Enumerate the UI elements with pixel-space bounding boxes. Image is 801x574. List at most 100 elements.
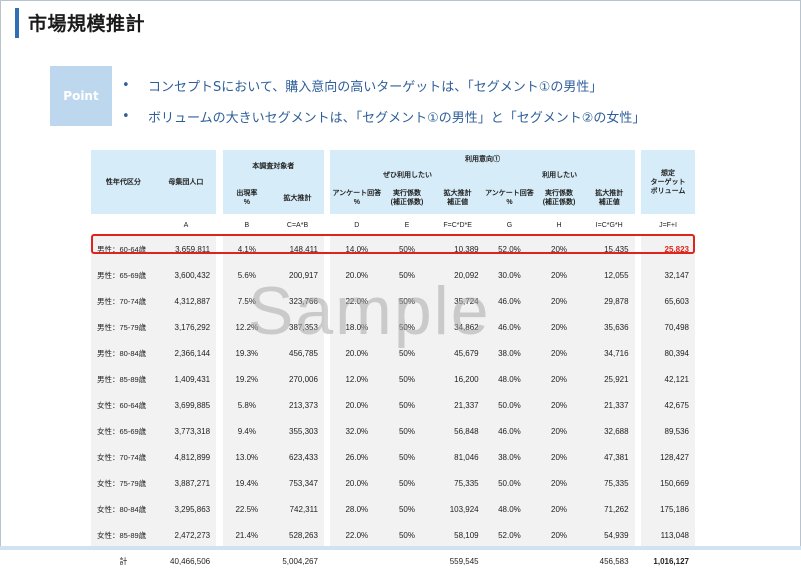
segment-cell: 女性：65-69歳: [91, 418, 156, 444]
table-row: 男性：70-74歳 4,312,887 7.5% 323,766 22.0% 50% 35,…: [91, 288, 695, 314]
value-cell-d: 18.0%: [330, 314, 384, 340]
value-cell-i: 32,688: [583, 418, 635, 444]
separator-cell: [216, 522, 223, 548]
value-cell-g: 46.0%: [484, 314, 535, 340]
value-cell-h: 20%: [534, 496, 584, 522]
value-cell-d: 22.0%: [330, 522, 384, 548]
separator-cell: [323, 444, 331, 470]
value-cell-e: 50%: [383, 340, 431, 366]
value-cell-e: 50%: [383, 470, 431, 496]
header-exec-coef-e: 実行係数 (補正係数): [383, 182, 431, 214]
table-body: A B C=A*B D E F=C*D*E G H I=C*G*H J=F+I …: [91, 214, 695, 574]
value-cell-g: 48.0%: [484, 496, 535, 522]
value-cell-g: 30.0%: [484, 262, 535, 288]
point-text: コンセプトSにおいて、購入意向の高いターゲットは、「セグメント①の男性」: [148, 80, 603, 95]
value-cell-d: 20.0%: [330, 470, 384, 496]
table-row: 男性：65-69歳 3,600,432 5.6% 200,917 20.0% 50% 20,…: [91, 262, 695, 288]
value-cell-b: 19.4%: [222, 470, 272, 496]
value-cell-i: 15,435: [583, 236, 635, 262]
table-row: 男性：80-84歳 2,366,144 19.3% 456,785 20.0% 50% 45…: [91, 340, 695, 366]
segment-cell: 男性：70-74歳: [91, 288, 156, 314]
value-cell-d: 20.0%: [330, 392, 384, 418]
bullet-icon: •: [122, 78, 130, 93]
value-cell-f: 56,848: [430, 418, 485, 444]
header-use: 利用したい: [484, 168, 635, 182]
value-cell-b: 19.2%: [222, 366, 272, 392]
segment-cell: 女性：85-89歳: [91, 522, 156, 548]
value-cell-j: 80,394: [641, 340, 695, 366]
value-cell-g: 38.0%: [484, 444, 535, 470]
header-expanded: 拡大推計: [271, 182, 324, 214]
value-cell-j: 65,603: [641, 288, 695, 314]
value-cell-d: 22.0%: [330, 288, 384, 314]
segment-cell: 男性：60-64歳: [91, 236, 156, 262]
separator-cell: [216, 340, 223, 366]
separator-cell: [323, 214, 331, 236]
market-size-table: 性年代区分 母集団人口 本調査対象者 利用意向① 想定 ターゲット ボリューム …: [91, 150, 695, 574]
value-cell-h: 20%: [534, 444, 584, 470]
formula-cell: F=C*D*E: [430, 214, 485, 236]
separator-cell: [634, 262, 642, 288]
header-line: (補正係数): [390, 199, 424, 206]
value-cell-c: 456,785: [271, 340, 324, 366]
value-cell-b: 22.5%: [222, 496, 272, 522]
total-empty-cell: [222, 548, 272, 574]
value-cell-g: 46.0%: [484, 418, 535, 444]
header-exp-corrected-f: 拡大推計 補正値: [430, 182, 485, 214]
total-cell-a: 40,466,506: [155, 548, 217, 574]
value-cell-j: 150,669: [641, 470, 695, 496]
header-line: %: [243, 199, 250, 206]
separator-cell: [634, 496, 642, 522]
header-definitely: ぜひ利用したい: [330, 168, 485, 182]
separator-cell: [634, 418, 642, 444]
value-cell-h: 20%: [534, 366, 584, 392]
header-separator: [216, 150, 223, 214]
header-line: アンケート回答: [485, 190, 534, 197]
value-cell-a: 4,312,887: [155, 288, 217, 314]
value-cell-f: 10,389: [430, 236, 485, 262]
value-cell-a: 3,699,885: [155, 392, 217, 418]
segment-cell: 男性：75-79歳: [91, 314, 156, 340]
formula-cell: B: [222, 214, 272, 236]
value-cell-c: 270,006: [271, 366, 324, 392]
formula-cell: G: [484, 214, 535, 236]
header-survey-answer-d: アンケート回答 %: [330, 182, 384, 214]
value-cell-b: 21.4%: [222, 522, 272, 548]
total-cell-f: 559,545: [430, 548, 485, 574]
header-line: ターゲット: [650, 178, 686, 186]
value-cell-i: 34,716: [583, 340, 635, 366]
value-cell-i: 54,939: [583, 522, 635, 548]
table-row: 女性：65-69歳 3,773,318 9.4% 355,303 32.0% 50% 56,…: [91, 418, 695, 444]
value-cell-f: 75,335: [430, 470, 485, 496]
total-empty-cell: [534, 548, 584, 574]
point-label: Point: [50, 66, 112, 126]
formula-cell: H: [534, 214, 584, 236]
value-cell-f: 34,862: [430, 314, 485, 340]
formula-cell: I=C*G*H: [583, 214, 635, 236]
separator-cell: [323, 392, 331, 418]
value-cell-g: 48.0%: [484, 366, 535, 392]
table-row: 女性：70-74歳 4,812,899 13.0% 623,433 26.0% 50% 81…: [91, 444, 695, 470]
value-cell-a: 3,659,811: [155, 236, 217, 262]
value-cell-j: 32,147: [641, 262, 695, 288]
point-item: • コンセプトSにおいて、購入意向の高いターゲットは、「セグメント①の男性」: [122, 70, 645, 101]
value-cell-e: 50%: [383, 392, 431, 418]
separator-cell: [323, 314, 331, 340]
separator-cell: [323, 262, 331, 288]
separator-cell: [323, 366, 331, 392]
header-line: 出現率: [236, 190, 258, 197]
value-cell-j: 89,536: [641, 418, 695, 444]
formula-cell: J=F+I: [641, 214, 695, 236]
value-cell-d: 14.0%: [330, 236, 384, 262]
separator-cell: [216, 444, 223, 470]
total-empty-cell: [484, 548, 535, 574]
total-cell-j: 1,016,127: [641, 548, 695, 574]
table-row: 男性：85-89歳 1,409,431 19.2% 270,006 12.0% 50% 16…: [91, 366, 695, 392]
separator-cell: [323, 522, 331, 548]
header-separator: [634, 150, 642, 214]
value-cell-g: 50.0%: [484, 392, 535, 418]
separator-cell: [323, 340, 331, 366]
value-cell-i: 25,921: [583, 366, 635, 392]
segment-cell: 男性：85-89歳: [91, 366, 156, 392]
point-item: • ボリュームの大きいセグメントは、「セグメント①の男性」と「セグメント②の女性…: [122, 101, 645, 132]
